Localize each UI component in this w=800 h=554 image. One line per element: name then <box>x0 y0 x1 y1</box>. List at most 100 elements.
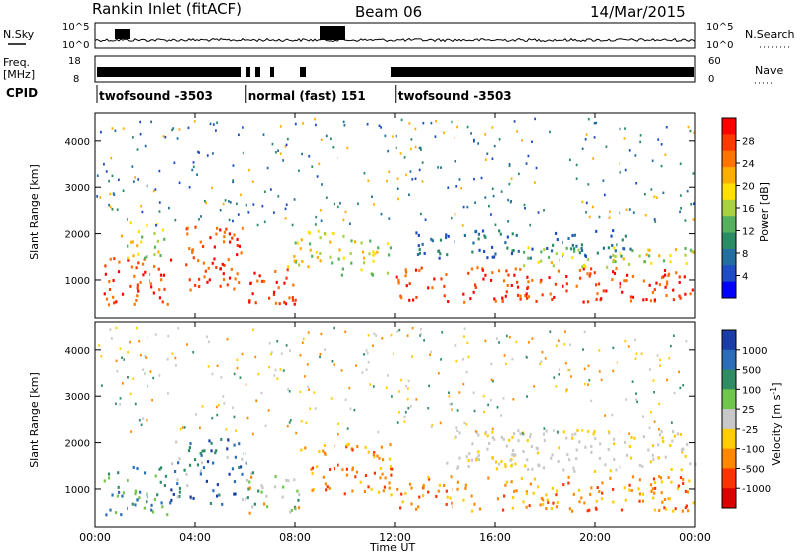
velocity-echo <box>624 498 627 502</box>
velocity-echo <box>673 434 676 438</box>
power-echo <box>506 235 509 239</box>
velocity-echo <box>552 501 555 505</box>
velocity-echo <box>613 437 616 441</box>
power-echo <box>445 233 448 237</box>
power-echo <box>238 244 242 248</box>
sparse-echo <box>564 330 566 333</box>
velocity-echo <box>233 443 236 447</box>
sparse-echo <box>392 135 394 138</box>
velocity-echo <box>311 488 314 492</box>
sparse-echo <box>409 405 412 408</box>
sparse-echo <box>344 210 347 214</box>
sparse-echo <box>473 409 476 413</box>
power-echo <box>561 252 564 256</box>
velocity-echo <box>612 487 615 491</box>
sparse-echo <box>220 376 223 379</box>
velocity-echo <box>389 466 393 470</box>
sparse-echo <box>188 186 191 189</box>
sparse-echo <box>652 379 655 382</box>
power-echo <box>523 250 526 254</box>
velocity-echo <box>609 469 612 473</box>
power-echo <box>229 240 232 244</box>
sparse-echo <box>441 331 444 334</box>
velocity-echo <box>638 463 642 467</box>
colorbar-tick-label: -1000 <box>742 484 771 495</box>
sparse-echo <box>289 418 292 422</box>
sparse-echo <box>644 213 647 217</box>
sparse-echo <box>411 355 414 358</box>
sparse-echo <box>463 335 465 338</box>
power-echo <box>228 276 232 280</box>
velocity-echo <box>451 501 454 505</box>
sparse-echo <box>411 326 414 330</box>
velocity-echo <box>628 444 631 448</box>
sparse-echo <box>394 146 397 150</box>
velocity-echo <box>609 476 612 480</box>
power-echo <box>136 244 139 248</box>
sparse-echo <box>268 365 271 369</box>
sparse-echo <box>115 326 118 330</box>
sparse-echo <box>313 391 316 394</box>
sparse-echo <box>198 426 201 429</box>
sparse-echo <box>631 380 634 383</box>
power-echo <box>494 252 497 256</box>
power-echoes <box>96 113 696 318</box>
velocity-echo <box>446 461 449 465</box>
velocity-echo <box>151 510 155 514</box>
velocity-echo <box>176 482 179 486</box>
sparse-echo <box>308 155 311 158</box>
velocity-echo <box>238 442 241 446</box>
power-echo <box>285 276 288 280</box>
sparse-echo <box>365 349 368 352</box>
power-echo <box>567 237 570 241</box>
velocity-echo <box>364 445 367 449</box>
power-echo <box>254 301 257 305</box>
y-tick-label: 2000 <box>65 439 90 450</box>
sparse-echo <box>299 390 302 394</box>
sparse-echo <box>192 351 195 354</box>
power-echo <box>430 237 433 241</box>
velocity-echo <box>160 501 163 505</box>
power-echo <box>662 275 665 279</box>
velocity-echo <box>260 484 263 488</box>
sparse-echo <box>544 357 547 360</box>
velocity-echo <box>445 502 448 506</box>
velocity-echo <box>657 443 660 447</box>
power-echo <box>627 262 631 266</box>
sparse-echo <box>419 334 422 337</box>
colorbar-swatch <box>722 428 736 450</box>
sparse-echo <box>488 204 490 208</box>
sparse-echo <box>635 392 637 395</box>
sparse-echo <box>569 343 571 347</box>
sparse-echo <box>462 205 465 209</box>
data-gap <box>393 322 396 527</box>
velocity-echo <box>241 472 244 476</box>
power-echo <box>144 256 147 260</box>
velocity-echo <box>509 459 512 463</box>
sparse-echo <box>329 137 332 140</box>
sparse-echo <box>581 429 584 432</box>
power-echo <box>319 251 322 255</box>
sparse-echo <box>287 388 289 391</box>
sparse-echo <box>484 339 487 343</box>
sparse-echo <box>380 126 382 129</box>
power-echo <box>389 246 392 250</box>
colorbar-swatch <box>722 150 736 168</box>
sparse-echo <box>611 413 614 417</box>
power-echo <box>130 265 133 269</box>
sparse-echo <box>101 384 103 387</box>
cpid-segment-label: twofsound -3503 <box>398 89 512 103</box>
power-echo <box>658 254 661 258</box>
sparse-echo <box>144 372 146 375</box>
power-echo <box>137 252 140 256</box>
velocity-echo <box>573 469 576 473</box>
velocity-echo <box>250 472 253 476</box>
velocity-echo <box>629 456 633 460</box>
sparse-echo <box>658 402 661 406</box>
sparse-echo <box>556 430 559 434</box>
velocity-echo <box>494 460 498 464</box>
sparse-echo <box>301 341 304 344</box>
power-echo <box>506 246 509 250</box>
velocity-echo <box>659 476 663 480</box>
